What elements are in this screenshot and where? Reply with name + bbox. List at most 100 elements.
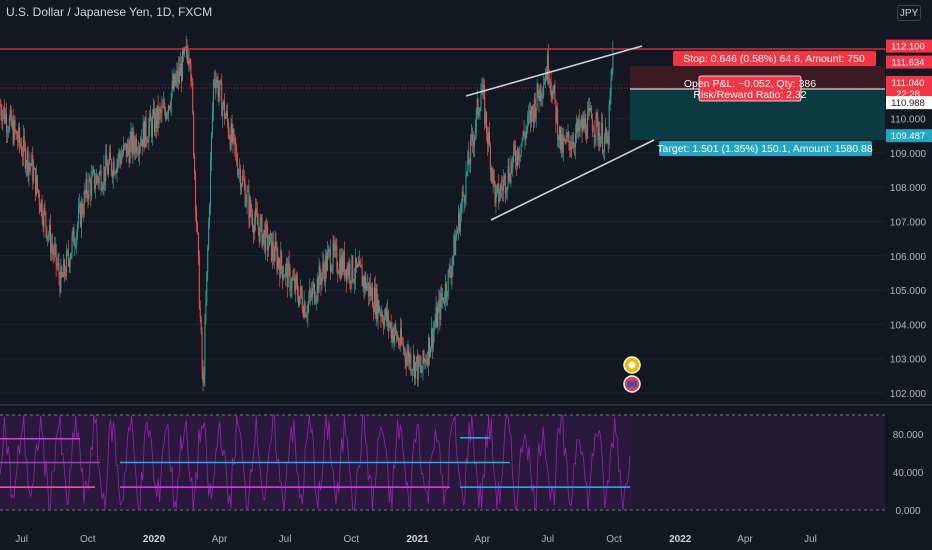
candle-body xyxy=(195,172,197,211)
candle-body xyxy=(10,109,12,126)
candle-body xyxy=(422,350,424,371)
candle-body xyxy=(288,261,290,268)
candle-body xyxy=(315,297,317,302)
price-tick-label: 104.000 xyxy=(890,320,927,331)
target-label[interactable]: Target: 1.501 (1.35%) 150.1, Amount: 158… xyxy=(657,141,873,156)
symbol-title[interactable]: U.S. Dollar / Japanese Yen, 1D, FXCM xyxy=(6,5,213,19)
candle-body xyxy=(596,112,598,119)
candle-body xyxy=(297,282,299,297)
candle-body xyxy=(347,266,349,276)
candle-body xyxy=(225,111,227,117)
candle-body xyxy=(451,265,453,278)
candle-body xyxy=(444,283,446,302)
candle-body xyxy=(392,328,394,342)
candle-body xyxy=(205,301,207,322)
candle-body xyxy=(73,228,75,246)
time-tick-label: Jul xyxy=(804,534,817,545)
candle-body xyxy=(267,227,269,250)
candle-body xyxy=(293,277,295,280)
candle-body xyxy=(291,278,293,289)
candle-body xyxy=(127,142,129,149)
candle-body xyxy=(212,81,214,112)
candle-body xyxy=(399,344,401,346)
candle-body xyxy=(592,131,594,133)
candle-body xyxy=(533,98,535,123)
candle-body xyxy=(454,236,456,255)
candle-body xyxy=(527,115,529,128)
axis-price-label-text: 111.634 xyxy=(892,58,925,69)
candle-body xyxy=(434,323,436,328)
candle-body xyxy=(458,212,460,230)
candle-body xyxy=(194,156,196,173)
candle-body xyxy=(581,119,583,132)
candle-body xyxy=(247,190,249,192)
candle-body xyxy=(514,144,516,151)
candle-body xyxy=(411,370,413,372)
channel-upper[interactable] xyxy=(465,45,643,97)
candle-body xyxy=(123,144,125,155)
candle-body xyxy=(463,195,465,203)
candle-body xyxy=(171,80,173,94)
candle-body xyxy=(183,47,185,55)
candle-body xyxy=(58,262,60,277)
candle-body xyxy=(2,113,4,122)
candle-body xyxy=(300,286,302,296)
candle-body xyxy=(100,170,102,191)
candle-body xyxy=(114,172,116,175)
candle-body xyxy=(558,139,560,141)
candle-body xyxy=(135,138,137,153)
candle-body xyxy=(91,175,93,196)
candle-body xyxy=(287,261,289,288)
candle-body xyxy=(106,154,108,168)
candle-body xyxy=(349,264,351,281)
candle-body xyxy=(357,264,359,267)
candle-body xyxy=(389,322,391,325)
candle-body xyxy=(342,251,344,272)
time-tick-label: Oct xyxy=(606,534,622,545)
candle-body xyxy=(235,146,237,150)
candle-body xyxy=(160,109,162,114)
candle-body xyxy=(186,45,188,55)
currency-button[interactable]: JPY xyxy=(897,5,921,21)
candle-body xyxy=(587,112,589,139)
candle-body xyxy=(201,331,203,370)
candle-body xyxy=(476,99,478,110)
candle-body xyxy=(320,277,322,285)
candle-body xyxy=(162,106,164,108)
candle-body xyxy=(131,131,133,154)
candle-body xyxy=(66,250,68,252)
candle-body xyxy=(341,255,343,278)
candle-body xyxy=(501,185,503,188)
candle-body xyxy=(252,217,254,229)
candle-body xyxy=(137,152,139,154)
event-icons[interactable] xyxy=(623,356,641,393)
stop-label[interactable]: Stop: 0.646 (0.58%) 64.6, Amount: 750 xyxy=(673,51,876,66)
candle-body xyxy=(46,226,48,240)
pnl-label[interactable]: Open P&L: −0.052, Qty: 386 Risk/Reward R… xyxy=(684,75,816,102)
candle-body xyxy=(346,266,348,281)
candle-body xyxy=(353,280,355,283)
candle-body xyxy=(325,255,327,282)
candle-body xyxy=(448,267,450,271)
candle-body xyxy=(70,252,72,259)
channel-lower[interactable] xyxy=(490,139,655,221)
candle-body xyxy=(443,301,445,303)
candle-body xyxy=(33,169,35,182)
candle-body xyxy=(486,111,488,134)
candle-body xyxy=(143,122,145,149)
candle-body xyxy=(506,186,508,192)
candle-body xyxy=(299,286,301,296)
candle-body xyxy=(152,108,154,117)
candle-body xyxy=(599,133,601,147)
candle-body xyxy=(24,144,26,169)
candle-body xyxy=(381,314,383,317)
price-tick-label: 103.000 xyxy=(890,355,927,366)
candle-body xyxy=(140,139,142,146)
candle-body xyxy=(356,264,358,268)
candle-body xyxy=(268,234,270,246)
candle-body xyxy=(545,74,547,80)
candle-body xyxy=(405,358,407,365)
candle-body xyxy=(34,168,36,170)
candle-body xyxy=(414,356,416,379)
candle-body xyxy=(125,143,127,158)
